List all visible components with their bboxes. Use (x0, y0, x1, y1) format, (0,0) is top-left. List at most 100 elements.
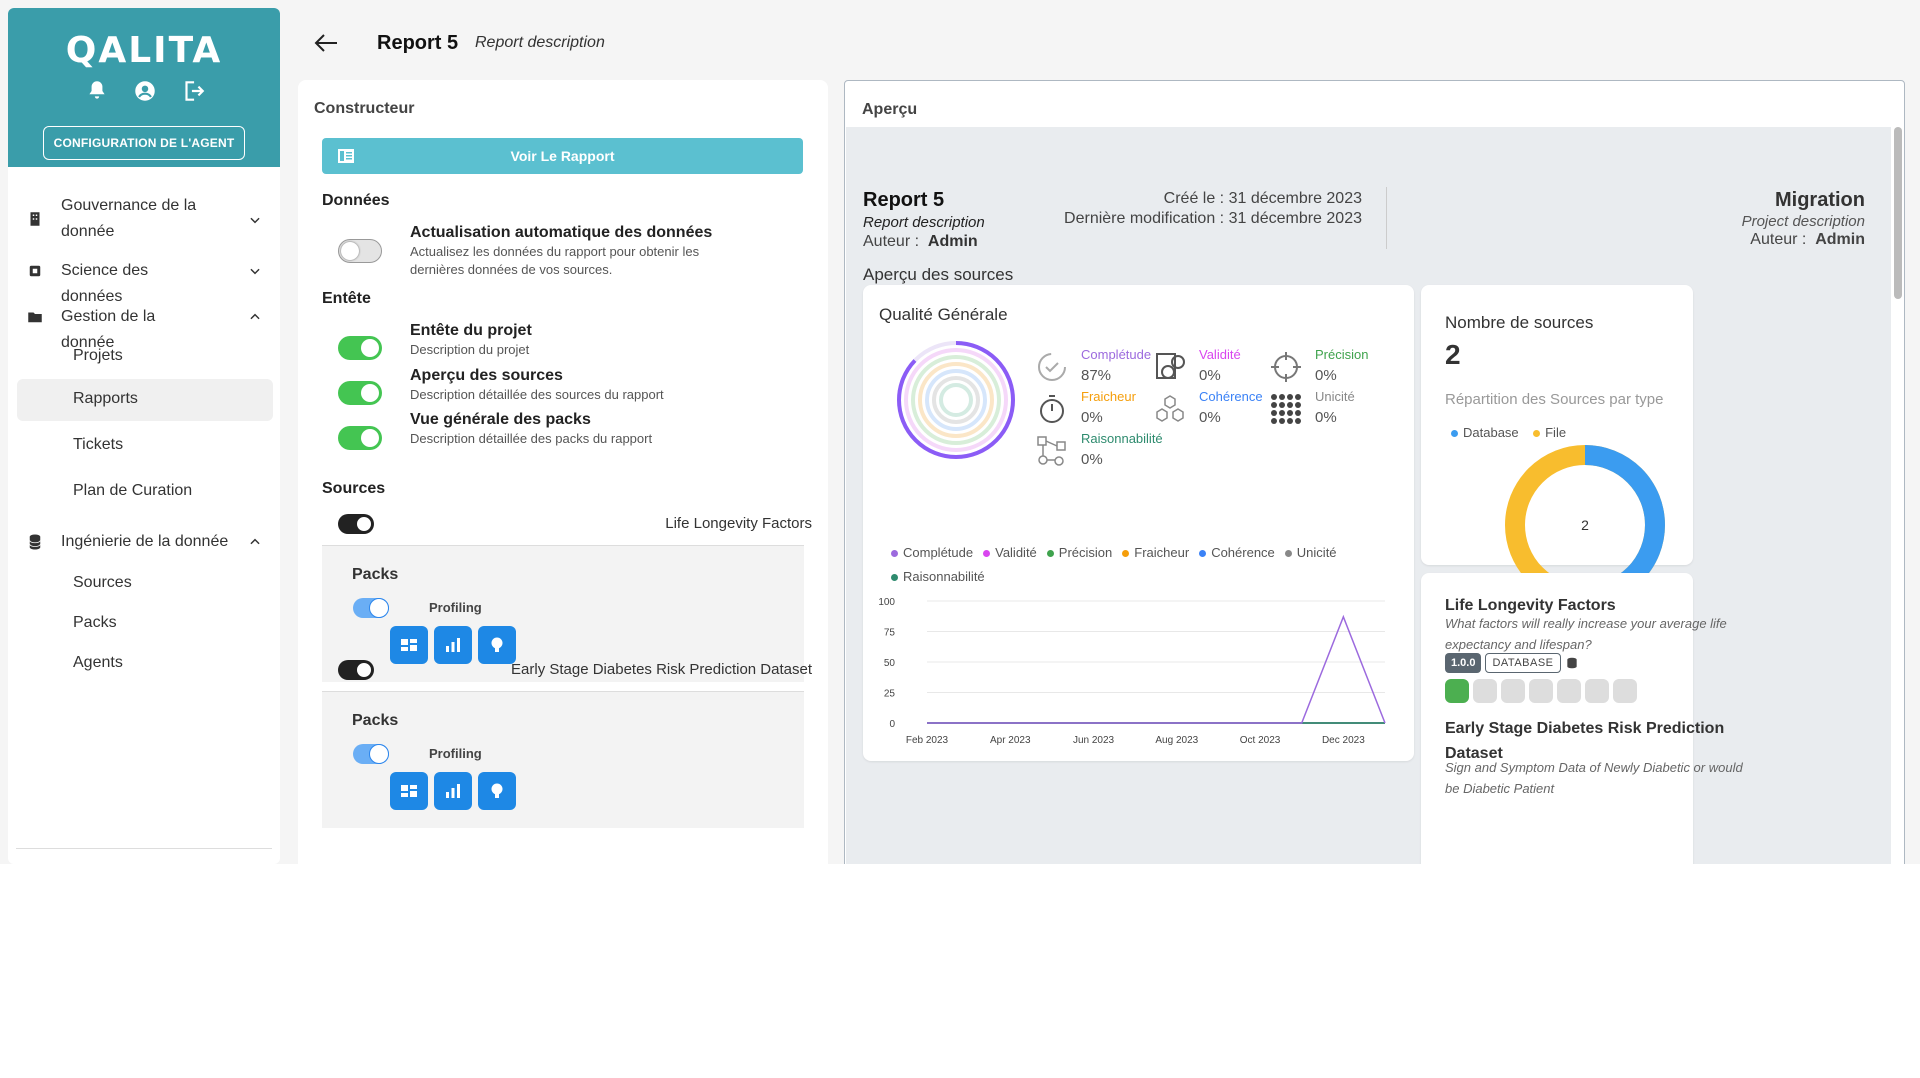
recommendations-button[interactable] (478, 626, 516, 664)
x-tick-label: Aug 2023 (1155, 735, 1198, 746)
packs-overview-toggle[interactable] (338, 426, 382, 450)
sidebar-item-ingenierie[interactable]: Ingénierie de la donnée (8, 526, 280, 558)
sidebar-item-label: Gestion de la donnée (61, 308, 156, 351)
chevron-down-icon[interactable] (248, 264, 262, 278)
y-tick-label: 0 (889, 719, 895, 730)
packs-box: Packs Profiling (322, 546, 804, 682)
source-details-card: Life Longevity Factors What factors will… (1421, 573, 1743, 864)
dashboard-button[interactable] (390, 626, 428, 664)
legend-dot (1199, 550, 1207, 558)
x-tick-label: Apr 2023 (990, 735, 1031, 746)
option-title: Aperçu des sources (410, 367, 563, 384)
network-icon (1037, 436, 1066, 466)
agent-config-button[interactable]: CONFIGURATION DE L'AGENT (43, 126, 245, 160)
report-dates: Créé le : 31 décembre 2023 Dernière modi… (1064, 189, 1362, 229)
option-title: Entête du projet (410, 322, 532, 339)
legend-label: Validité (995, 545, 1037, 560)
legend-item[interactable]: Complétude (891, 545, 973, 560)
sidebar-item-sources[interactable]: Sources (73, 574, 132, 591)
author-name: Admin (1815, 231, 1865, 248)
legend-dot (891, 574, 898, 582)
project-description: Project description (1741, 213, 1865, 230)
score-square (1557, 679, 1581, 703)
legend-item[interactable]: Fraicheur (1122, 545, 1189, 560)
builder-title: Constructeur (314, 100, 415, 117)
sidebar-item-label: Gouvernance de la donnée (61, 197, 197, 240)
sidebar-item-gouvernance[interactable]: Gouvernance de la donnée (8, 193, 280, 245)
sidebar-item-tickets[interactable]: Tickets (73, 436, 124, 453)
logout-icon[interactable] (180, 78, 206, 104)
page-title: Report 5 (377, 32, 459, 54)
chevron-up-icon[interactable] (248, 310, 262, 324)
view-report-button[interactable]: Voir Le Rapport (322, 138, 803, 174)
chevron-up-icon[interactable] (248, 535, 262, 549)
metric-label: Unicité (1315, 389, 1355, 404)
quality-title: Qualité Générale (879, 305, 1008, 324)
sidebar-item-label: Ingénierie de la donnée (61, 533, 229, 550)
legend-item[interactable]: Validité (983, 545, 1037, 560)
source-name: Life Longevity Factors (665, 515, 812, 532)
stopwatch-icon (1040, 395, 1064, 423)
toggle-knob (341, 242, 359, 260)
metric-value: 0% (1081, 409, 1103, 426)
legend-item[interactable]: Raisonnabilité (891, 569, 985, 584)
bell-icon[interactable] (84, 78, 110, 104)
source-toggle[interactable] (338, 660, 374, 680)
metric-label: Fraicheur (1081, 389, 1136, 404)
auto-update-toggle[interactable] (338, 239, 382, 263)
toggle-knob (361, 339, 379, 357)
metrics-button[interactable] (434, 626, 472, 664)
sidebar-item-projets[interactable]: Projets (73, 347, 123, 364)
legend-item[interactable]: Unicité (1284, 545, 1337, 560)
chart-legend: Complétude Validité Précision Fraicheur Cohé… (891, 541, 1421, 589)
report-author: Auteur : Admin (863, 233, 978, 251)
source-badges: 1.0.0 DATABASE (1445, 653, 1579, 673)
sidebar-item-gestion[interactable]: Gestion de la donnée (8, 301, 280, 351)
sidebar-item-plan-curation[interactable]: Plan de Curation (73, 482, 193, 499)
sidebar-item-science[interactable]: Science des données (8, 255, 280, 305)
option-desc: Description détaillée des packs du rappo… (410, 431, 653, 446)
metrics-button[interactable] (434, 772, 472, 810)
quality-line-chart: 0 25 50 75 100 Feb 2023 Apr 2023 Jun 2023 Aug 20… (878, 597, 1386, 746)
metric-fraicheur: Fraicheur 0% (1035, 389, 1185, 433)
legend-label: Précision (1058, 545, 1113, 560)
sidebar: QALITA CONFIGURATION DE L'AGENT Gouverna… (8, 8, 280, 864)
scrollbar[interactable] (1894, 127, 1902, 299)
folder-icon (28, 312, 42, 323)
project-author: Auteur : Admin (1742, 231, 1865, 249)
logo[interactable]: QALITA (65, 30, 223, 71)
pack-toggle[interactable] (353, 744, 389, 764)
legend-file[interactable]: File (1533, 425, 1566, 440)
metric-precision: Précision 0% (1269, 347, 1419, 391)
recommendations-button[interactable] (478, 772, 516, 810)
quality-rings (897, 341, 1015, 459)
section-entete: Entête (322, 290, 371, 307)
back-arrow-icon[interactable] (314, 33, 338, 53)
score-squares (1445, 679, 1637, 703)
source-title[interactable]: Early Stage Diabetes Risk Prediction Dat… (1445, 720, 1725, 762)
source-title[interactable]: Life Longevity Factors (1445, 597, 1616, 614)
sidebar-item-agents[interactable]: Agents (73, 654, 123, 671)
user-circle-icon[interactable] (132, 78, 158, 104)
option-title: Vue générale des packs (410, 411, 591, 428)
dashboard-button[interactable] (390, 772, 428, 810)
source-count-value: 2 (1445, 339, 1461, 370)
legend-database[interactable]: Database (1451, 425, 1519, 440)
chevron-down-icon[interactable] (248, 213, 262, 227)
pack-toggle[interactable] (353, 598, 389, 618)
series-line (927, 614, 1386, 724)
sidebar-item-packs[interactable]: Packs (73, 614, 117, 631)
legend-item[interactable]: Cohérence (1199, 545, 1275, 560)
legend-item[interactable]: Précision (1046, 545, 1113, 560)
legend-dot (1451, 430, 1458, 438)
report-description: Report description (863, 214, 985, 231)
legend-dot (1533, 430, 1541, 438)
report-icon (338, 149, 354, 163)
packs-title: Packs (352, 566, 399, 583)
project-header-toggle[interactable] (338, 336, 382, 360)
section-donnees: Données (322, 192, 390, 209)
sources-overview-toggle[interactable] (338, 381, 382, 405)
sidebar-item-rapports[interactable]: Rapports (73, 390, 138, 407)
completude-icon (1038, 353, 1066, 381)
source-toggle[interactable] (338, 514, 374, 534)
